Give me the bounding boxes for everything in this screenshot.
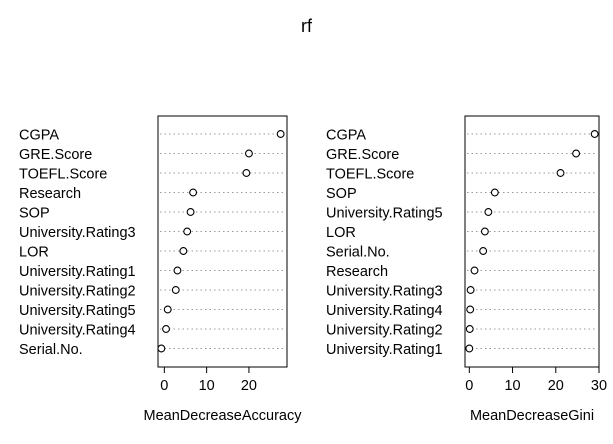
data-point <box>479 247 488 255</box>
data-point <box>466 305 475 314</box>
category-label: LOR <box>19 245 49 261</box>
data-point <box>465 344 474 353</box>
x-tick-label: 0 <box>160 378 168 394</box>
category-label: University.Rating2 <box>326 323 443 339</box>
category-label: University.Rating2 <box>19 284 136 300</box>
category-label: University.Rating1 <box>19 264 136 280</box>
category-label: University.Rating1 <box>326 342 443 358</box>
category-label: Research <box>326 264 388 280</box>
data-point <box>276 130 285 138</box>
data-point <box>465 325 474 333</box>
data-point <box>183 227 192 236</box>
category-label: GRE.Score <box>326 147 399 163</box>
data-point <box>162 325 170 333</box>
x-tick-label: 30 <box>591 378 607 394</box>
x-tick-label: 10 <box>504 378 520 394</box>
x-tick-label: 20 <box>548 378 564 394</box>
x-axis-label: MeanDecreaseAccuracy <box>144 408 303 424</box>
category-label: GRE.Score <box>19 147 92 163</box>
data-point <box>242 169 251 177</box>
data-point <box>484 208 493 216</box>
data-point <box>572 149 581 158</box>
data-point <box>556 169 565 177</box>
plot-frame <box>157 115 288 368</box>
category-label: LOR <box>326 225 356 241</box>
category-label: University.Rating5 <box>326 206 443 222</box>
data-point <box>590 130 599 138</box>
data-point <box>466 286 475 294</box>
data-point <box>173 266 182 275</box>
category-label: University.Rating4 <box>326 303 443 319</box>
data-point <box>186 208 195 216</box>
data-point <box>189 188 198 197</box>
data-point <box>157 344 166 353</box>
category-label: University.Rating5 <box>19 303 136 319</box>
category-label: CGPA <box>326 128 366 144</box>
x-axis-label: MeanDecreaseGini <box>470 408 594 424</box>
category-label: Serial.No. <box>19 342 83 358</box>
data-point <box>470 266 479 275</box>
category-label: SOP <box>19 206 50 222</box>
category-label: University.Rating3 <box>326 284 443 300</box>
category-label: Research <box>19 186 81 202</box>
data-point <box>171 286 180 294</box>
data-point <box>244 149 253 158</box>
category-label: University.Rating4 <box>19 323 136 339</box>
data-point <box>480 227 489 236</box>
data-point <box>163 305 172 314</box>
data-point <box>490 188 499 197</box>
category-label: SOP <box>326 186 357 202</box>
panel-mean-decrease-gini: CGPA GRE.Score TOEFL.Score SOP University.Ra… <box>326 115 607 424</box>
x-tick-label: 20 <box>241 378 257 394</box>
data-point <box>179 247 188 255</box>
chart-title: rf <box>301 16 312 36</box>
category-label: TOEFL.Score <box>326 167 414 183</box>
category-label: CGPA <box>19 128 59 144</box>
x-tick-label: 0 <box>465 378 473 394</box>
panel-mean-decrease-accuracy: CGPA GRE.Score TOEFL.Score Research SOP Unive… <box>19 115 303 424</box>
category-label: Serial.No. <box>326 245 390 261</box>
category-label: University.Rating3 <box>19 225 136 241</box>
category-label: TOEFL.Score <box>19 167 107 183</box>
x-tick-label: 10 <box>199 378 215 394</box>
